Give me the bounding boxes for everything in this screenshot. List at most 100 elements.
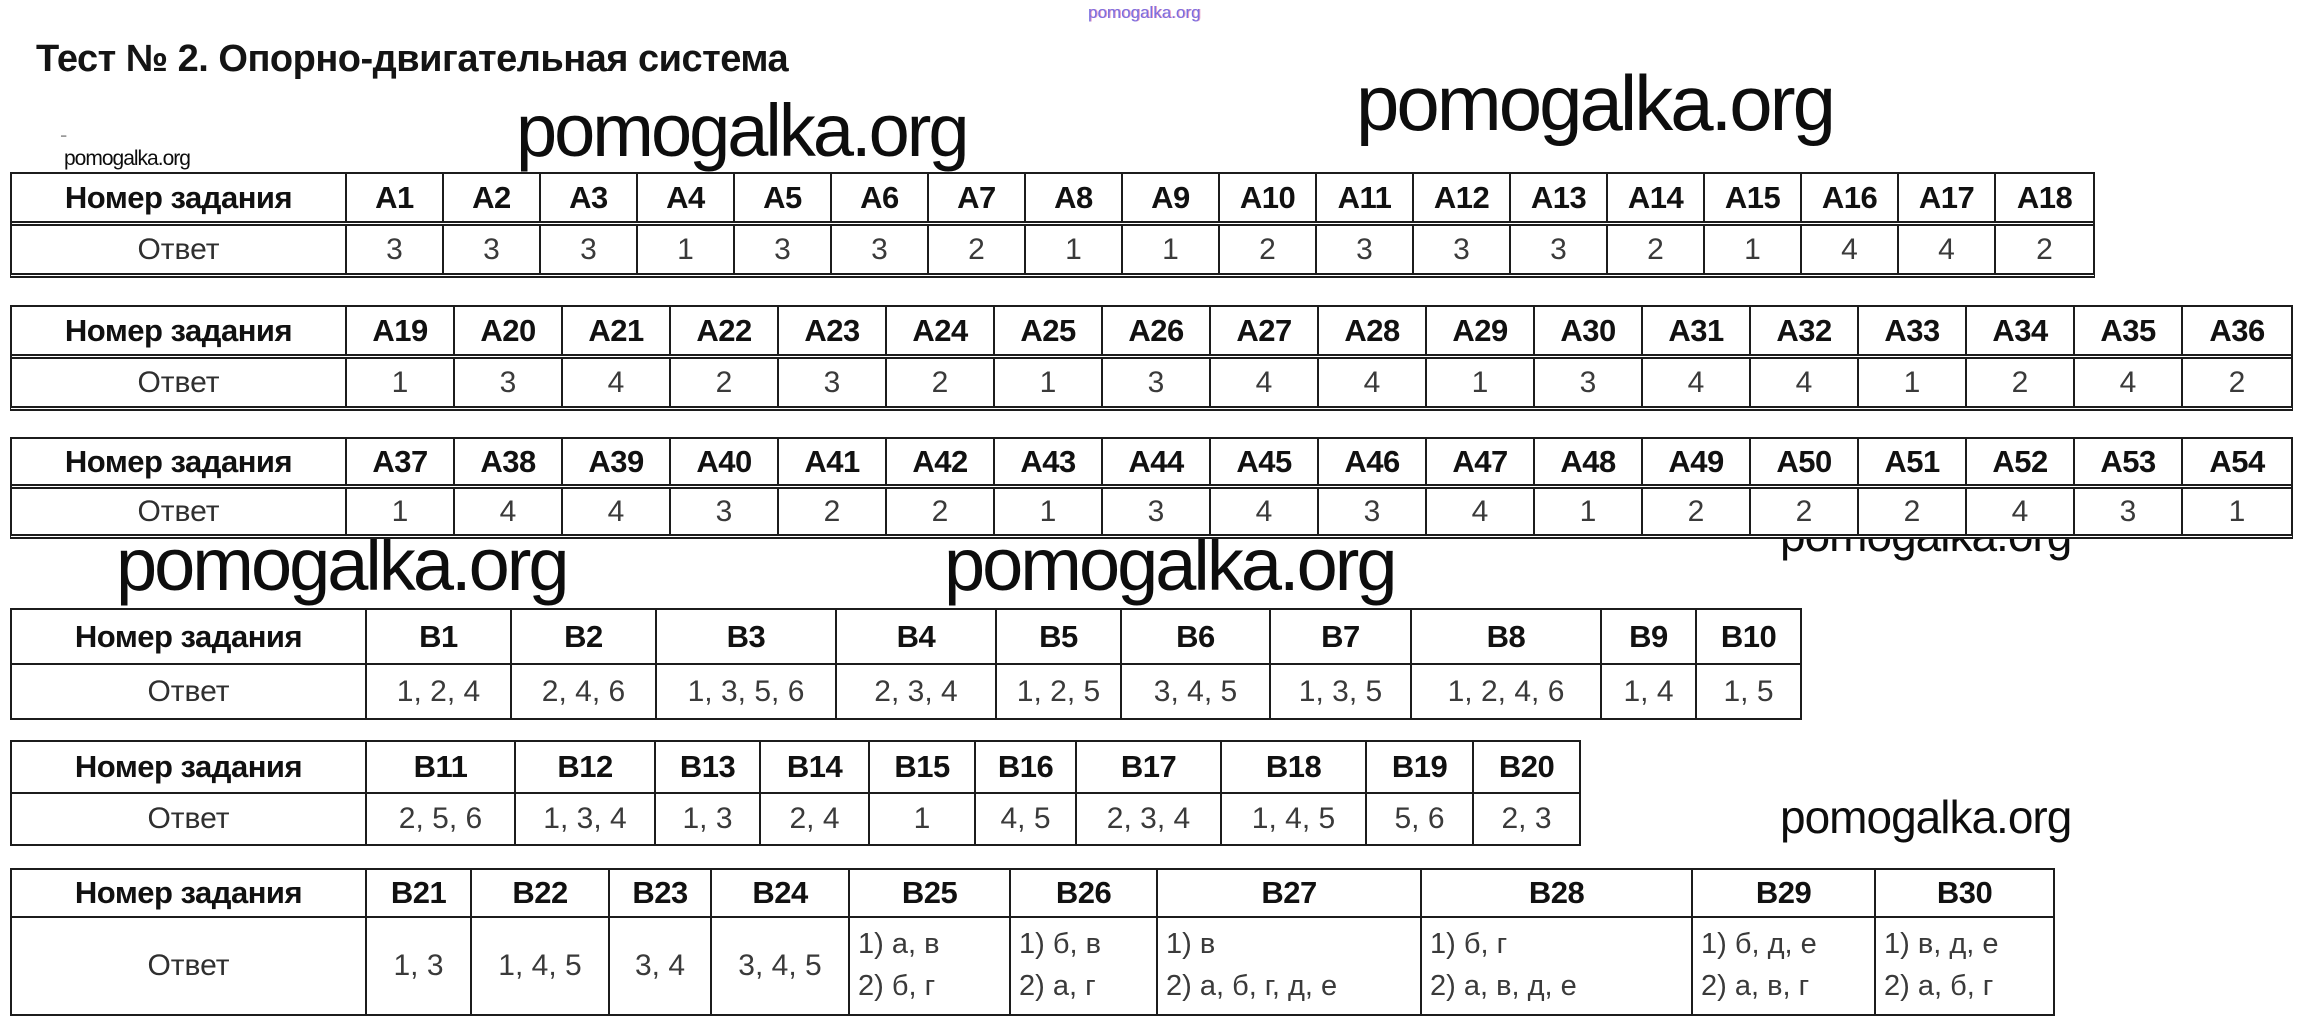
answer-cell: 3 [1319,489,1427,534]
answer-cell: 4 [1899,226,1996,273]
column-header: В28 [1422,870,1693,916]
answer-cell: 2, 4 [761,794,870,844]
answer-line: 2) а, б, г, д, е [1166,970,1338,1002]
column-header: В12 [516,742,656,792]
answer-cell: 1, 4 [1602,665,1697,718]
column-header: А39 [563,439,671,484]
answer-cell: 2 [1859,489,1967,534]
watermark-above-table1: pomogalka.org [64,147,191,170]
column-header: В22 [472,870,610,916]
answer-cell: 1, 2, 5 [997,665,1122,718]
watermark-mid-center: pomogalka.org [944,523,1398,606]
watermark-top-tiny: pomogalka.org [1088,3,1201,22]
column-header: А7 [929,174,1026,221]
answer-cell: 1) б, в 2) а, г [1011,918,1158,1014]
row-label-answer: Ответ [12,794,367,844]
answer-cell: 1 [995,359,1103,406]
column-header: А8 [1026,174,1123,221]
answer-cell: 1, 4, 5 [472,918,610,1014]
column-header: А9 [1123,174,1220,221]
answer-cell: 4 [1802,226,1899,273]
answer-cell: 1, 2, 4, 6 [1412,665,1602,718]
answer-line: 1) б, г [1430,928,1508,961]
column-header: А17 [1899,174,1996,221]
answer-line: 2) а, г [1019,970,1096,1002]
answer-cell: 1 [1427,359,1535,406]
answer-cell: 4 [1427,489,1535,534]
column-header: В30 [1936,875,1993,910]
answer-cell: 1) в 2) а, б, г, д, е [1158,918,1422,1014]
answer-cell: 1, 3 [367,918,472,1014]
column-header: В3 [657,610,837,663]
column-header: А45 [1211,439,1319,484]
column-header: В2 [512,610,657,663]
answer-cell: 3 [1414,226,1511,273]
column-header: А4 [638,174,735,221]
answer-cell: 3 [832,226,929,273]
row-label-task-number: Номер задания [12,439,347,484]
answer-cell: 3 [444,226,541,273]
answer-cell: 1 [870,794,976,844]
answer-table-b1-b10: Номер задания В1 В2 В3 В4 В5 В6 В7 В8 В9 В10 Ответ 1… [10,608,1802,720]
answer-line: 2) а, в, г [1701,970,1810,1002]
column-header: А11 [1317,174,1414,221]
answer-cell: 1) а, в 2) б, г [850,918,1011,1014]
answer-cell: 1, 5 [1723,674,1774,708]
column-header: А26 [1103,307,1211,354]
column-header: В11 [367,742,516,792]
answer-cell: 3, 4, 5 [712,918,850,1014]
column-header: А51 [1859,439,1967,484]
answer-cell: 1) в, д, е 2) а, б, г [1876,918,2053,1014]
answer-cell: 4 [1751,359,1859,406]
answer-cell: 2, 3, 4 [837,665,997,718]
answer-cell: 2 [2036,232,2053,266]
answer-cell: 3 [2075,489,2183,534]
answer-cell: 3 [1511,226,1608,273]
answer-cell: 2 [1967,359,2075,406]
row-label-answer: Ответ [12,918,367,1014]
column-header: В19 [1367,742,1474,792]
answer-cell: 2, 4, 6 [512,665,657,718]
watermark-top-center: pomogalka.org [516,89,970,172]
answer-cell: 1) б, д, е 2) а, в, г [1693,918,1876,1014]
column-header: А53 [2075,439,2183,484]
answer-line: 2) б, г [858,970,936,1002]
column-header: А42 [887,439,995,484]
column-header: А33 [1859,307,1967,354]
column-header: В25 [850,870,1011,916]
answer-cell: 1, 3, 5 [1271,665,1412,718]
column-header: А40 [671,439,779,484]
column-header: А13 [1511,174,1608,221]
column-header: А12 [1414,174,1511,221]
answer-cell: 2 [887,489,995,534]
column-header: А48 [1535,439,1643,484]
column-header: А16 [1802,174,1899,221]
column-header: А32 [1751,307,1859,354]
column-header: В23 [610,870,712,916]
column-header: А52 [1967,439,2075,484]
column-header: А1 [347,174,444,221]
answer-cell: 3 [1535,359,1643,406]
column-header: А49 [1643,439,1751,484]
column-header: А50 [1751,439,1859,484]
answer-cell: 2 [1608,226,1705,273]
column-header: В16 [976,742,1077,792]
column-header: В8 [1412,610,1602,663]
column-header: В13 [656,742,761,792]
answer-cell: 1 [1535,489,1643,534]
answer-cell: 3 [347,226,444,273]
answer-cell: 2 [1220,226,1317,273]
answer-table-b11-b20: Номер задания В11 В12 В13 В14 В15 В16 В17 В18 В19… [10,740,1581,846]
column-header: А43 [995,439,1103,484]
column-header: А31 [1643,307,1751,354]
answer-cell: 2, 3 [1501,802,1552,835]
answer-cell: 1, 3, 4 [516,794,656,844]
column-header: В5 [997,610,1122,663]
answer-cell: 4 [563,359,671,406]
answer-cell: 1, 3 [656,794,761,844]
column-header: А20 [455,307,563,354]
column-header: А25 [995,307,1103,354]
row-label-answer: Ответ [12,665,367,718]
answer-cell: 1 [2228,494,2246,528]
